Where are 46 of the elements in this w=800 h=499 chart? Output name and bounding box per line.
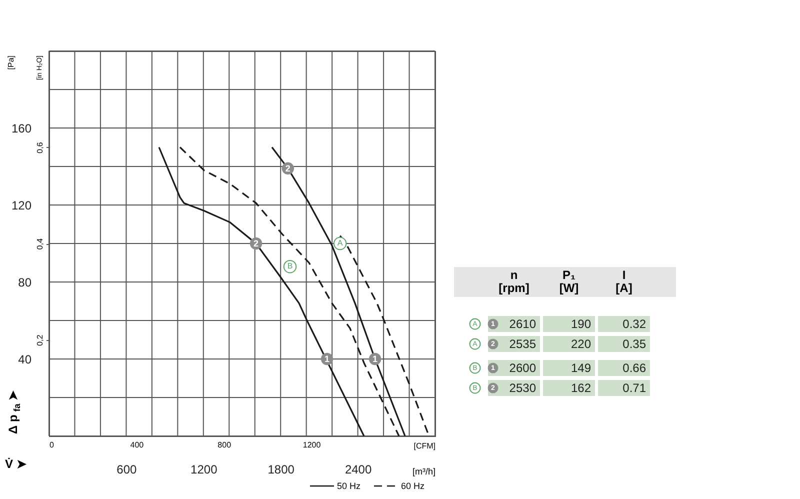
x-axis-title: [m³/h] [412, 466, 436, 476]
x2-axis-title: [CFM] [414, 442, 436, 450]
line-series [271, 146, 406, 437]
data-label: 2600 [509, 361, 536, 375]
data-label: 0.32 [622, 317, 646, 331]
data-label: 149 [570, 361, 592, 375]
x2-tick-label: 1200 [302, 440, 322, 450]
y2-tick-label: 0,6 [36, 142, 44, 154]
data-label: 0.66 [622, 361, 646, 375]
x-tick-label: 600 [116, 462, 138, 476]
annotation: 2 [254, 238, 259, 248]
y-tick-label: 80 [18, 276, 32, 290]
legend-label: 50 Hz [337, 481, 362, 491]
data-label: 0.71 [622, 381, 646, 395]
annotation: 1 [372, 354, 378, 364]
data-label: 2610 [509, 317, 536, 331]
x-tick-label: 2400 [344, 462, 372, 476]
y-tick-label: 160 [11, 122, 32, 136]
annotation: A [337, 238, 344, 248]
legend-label: 60 Hz [401, 481, 426, 491]
x2-tick-label: 800 [218, 440, 232, 450]
y2-tick-label: 0,2 [36, 334, 44, 346]
text: V̇ ➤ [5, 457, 28, 471]
data-label: 190 [570, 317, 592, 331]
y2-tick-label: 0,4 [36, 238, 44, 250]
annotation: 2 [285, 163, 290, 174]
x2-tick-label: 400 [130, 440, 144, 450]
y-axis-title: [Pa] [6, 56, 16, 70]
data-label: 2535 [509, 337, 536, 351]
text: Δ pfa ➤ [6, 390, 22, 434]
data-label: 2530 [509, 381, 536, 395]
y-tick-label: 40 [18, 352, 32, 366]
y-tick-label: 120 [11, 198, 32, 212]
data-label: 0.35 [622, 337, 646, 351]
data-label: 220 [570, 337, 592, 351]
x2-tick-label: 0 [50, 440, 54, 450]
x-tick-label: I [A] [616, 268, 632, 295]
data-label: 162 [570, 381, 592, 395]
line-series [158, 146, 365, 437]
annotation: B [287, 262, 293, 271]
x-tick-label: P₁ [W] [559, 268, 579, 295]
x-tick-label: n [rpm] [498, 268, 530, 295]
x-tick-label: 1200 [190, 462, 218, 476]
x-tick-label: 1800 [268, 462, 295, 476]
annotation: 1 [324, 354, 330, 364]
line-series [179, 146, 400, 437]
